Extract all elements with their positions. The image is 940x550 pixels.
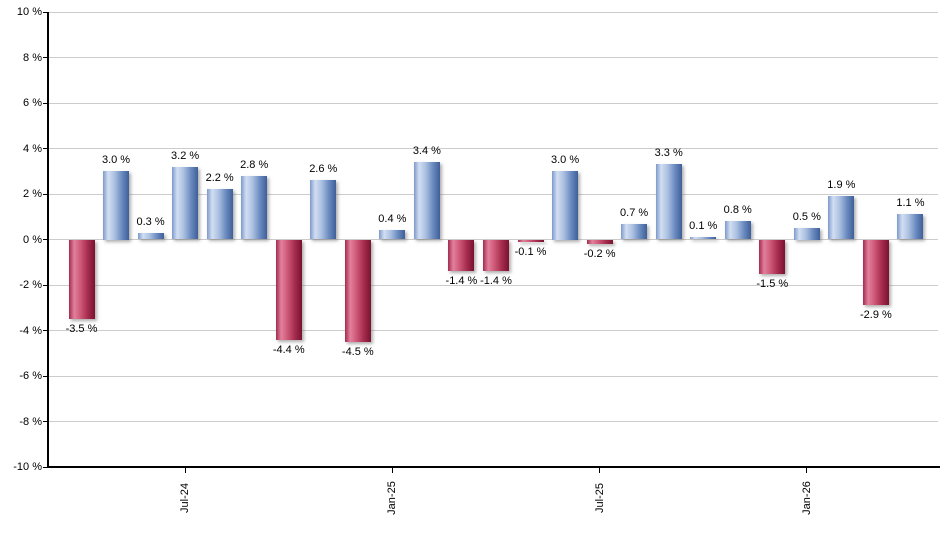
y-axis-label: -10 % — [13, 461, 42, 473]
x-axis-label: Jan-25 — [386, 481, 399, 515]
bar-value-label: 3.4 % — [412, 145, 441, 158]
bar-value-label: 1.9 % — [827, 179, 856, 192]
bar — [724, 221, 751, 240]
y-axis-tick — [43, 284, 48, 286]
y-axis-tick — [43, 466, 48, 468]
y-axis-tick — [43, 193, 48, 195]
bar — [690, 237, 717, 240]
x-axis-label: Jul-25 — [593, 483, 606, 513]
y-axis-tick — [43, 421, 48, 422]
bar-value-label: -1.5 % — [756, 277, 789, 290]
bar — [655, 164, 682, 240]
y-axis-label: 8 % — [23, 51, 42, 64]
gridline — [48, 148, 938, 149]
gridline — [48, 421, 938, 422]
bar-value-label: -2.9 % — [860, 309, 892, 322]
gridline — [48, 57, 938, 58]
bar — [897, 214, 924, 240]
y-axis-tick — [43, 239, 48, 240]
y-axis-label: -2 % — [19, 279, 42, 291]
bar-value-label: 0.4 % — [378, 213, 407, 226]
x-axis-tick — [391, 467, 393, 473]
bar-value-label: -3.5 % — [65, 323, 98, 336]
bar-value-label: -0.2 % — [583, 248, 616, 261]
gridline — [48, 11, 938, 13]
bar-value-label: -1.4 % — [480, 275, 512, 288]
y-axis-label: 6 % — [23, 97, 42, 109]
bar — [413, 162, 440, 240]
bar — [793, 228, 820, 240]
y-axis-tick — [43, 102, 48, 104]
bar — [621, 223, 648, 240]
bar — [275, 239, 302, 340]
bar — [828, 196, 855, 240]
bar-value-label: 3.0 % — [550, 154, 580, 167]
y-axis-tick — [43, 11, 48, 13]
y-axis-label: -4 % — [19, 324, 42, 337]
bar — [862, 239, 889, 306]
y-axis-tick — [43, 330, 48, 331]
bar — [379, 230, 406, 240]
y-axis-label: -8 % — [19, 415, 42, 428]
gridline — [48, 193, 938, 195]
gridline — [48, 330, 938, 331]
bar — [68, 239, 95, 320]
x-axis-label: Jul-24 — [179, 483, 192, 513]
bar — [482, 239, 509, 272]
y-axis-label: 10 % — [16, 6, 42, 18]
bar — [448, 239, 475, 272]
bar-value-label: -4.4 % — [272, 343, 305, 356]
x-axis-label: Jan-26 — [800, 481, 813, 515]
y-axis-tick — [43, 148, 48, 149]
bar-value-label: -0.1 % — [514, 245, 547, 258]
gridline — [48, 284, 938, 286]
bar-value-label: 2.2 % — [205, 172, 234, 185]
x-axis-tick — [599, 467, 601, 473]
x-axis-line — [47, 466, 940, 468]
bar — [206, 189, 233, 240]
y-axis-tick — [43, 375, 48, 377]
bar-value-label: 2.6 % — [309, 163, 338, 176]
y-axis-label: 4 % — [23, 142, 42, 155]
bar-value-label: 3.3 % — [654, 147, 683, 160]
bar-value-label: -4.5 % — [341, 345, 374, 358]
bar-value-label: 0.7 % — [620, 206, 649, 219]
y-axis-line — [47, 12, 49, 467]
bar — [310, 180, 337, 240]
bar-value-label: 0.3 % — [136, 215, 165, 228]
gridline — [48, 102, 938, 104]
x-axis-tick — [184, 467, 186, 473]
bar — [586, 239, 613, 245]
bar-value-label: -1.4 % — [445, 275, 478, 288]
bar — [172, 166, 199, 240]
bar-value-label: 2.8 % — [240, 158, 269, 171]
bar-value-label: 0.8 % — [723, 204, 752, 217]
bar — [759, 239, 786, 274]
y-axis-label: 0 % — [23, 233, 42, 246]
y-axis-tick — [43, 57, 48, 58]
bar-value-label: 3.2 % — [171, 149, 200, 162]
bar — [344, 239, 371, 342]
bar — [103, 171, 130, 240]
bar — [137, 232, 164, 240]
bar-value-label: 1.1 % — [896, 197, 925, 210]
bar-value-label: 3.0 % — [101, 154, 131, 167]
y-axis-label: 2 % — [23, 188, 42, 200]
bar — [241, 175, 268, 240]
x-axis-tick — [806, 467, 808, 473]
bar-value-label: 0.1 % — [689, 220, 718, 233]
gridline — [48, 375, 938, 377]
bar — [517, 239, 544, 242]
y-axis-label: -6 % — [19, 370, 42, 382]
bar — [552, 171, 579, 240]
bar-value-label: 0.5 % — [792, 211, 821, 224]
